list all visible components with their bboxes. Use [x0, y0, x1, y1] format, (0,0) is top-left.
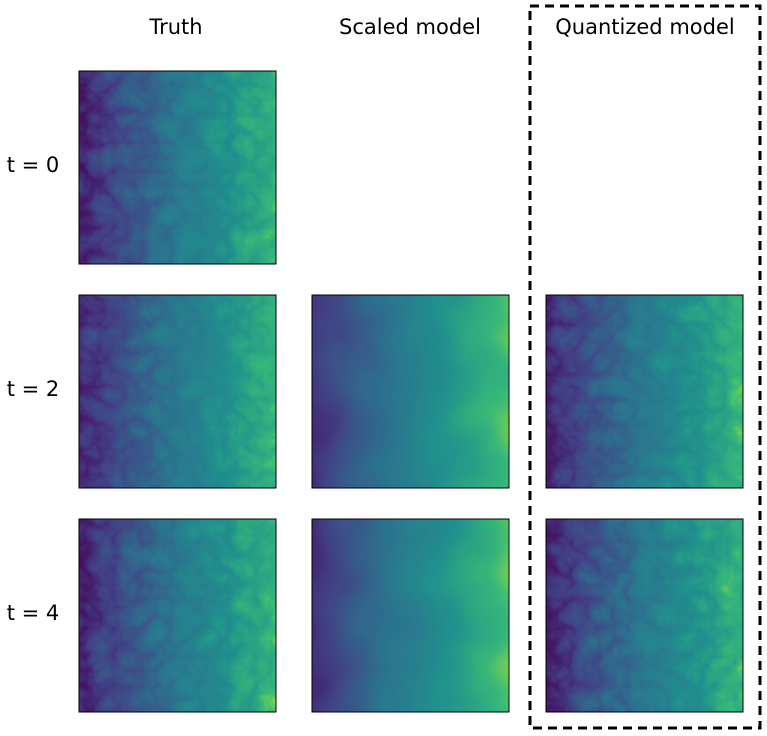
field-panel	[546, 295, 743, 488]
panel-frames	[78, 70, 744, 713]
row-label: t = 2	[7, 377, 60, 401]
row-label: t = 0	[7, 153, 60, 177]
field-panel	[312, 519, 509, 712]
field-panel	[79, 295, 276, 488]
field-panel	[546, 519, 743, 712]
highlight-box	[528, 4, 762, 730]
column-title: Scaled model	[339, 15, 481, 39]
row-label: t = 4	[7, 601, 60, 625]
column-title: Quantized model	[555, 15, 734, 39]
field-panel	[79, 71, 276, 264]
field-panel	[79, 519, 276, 712]
field-panel	[312, 295, 509, 488]
column-title: Truth	[148, 15, 202, 39]
